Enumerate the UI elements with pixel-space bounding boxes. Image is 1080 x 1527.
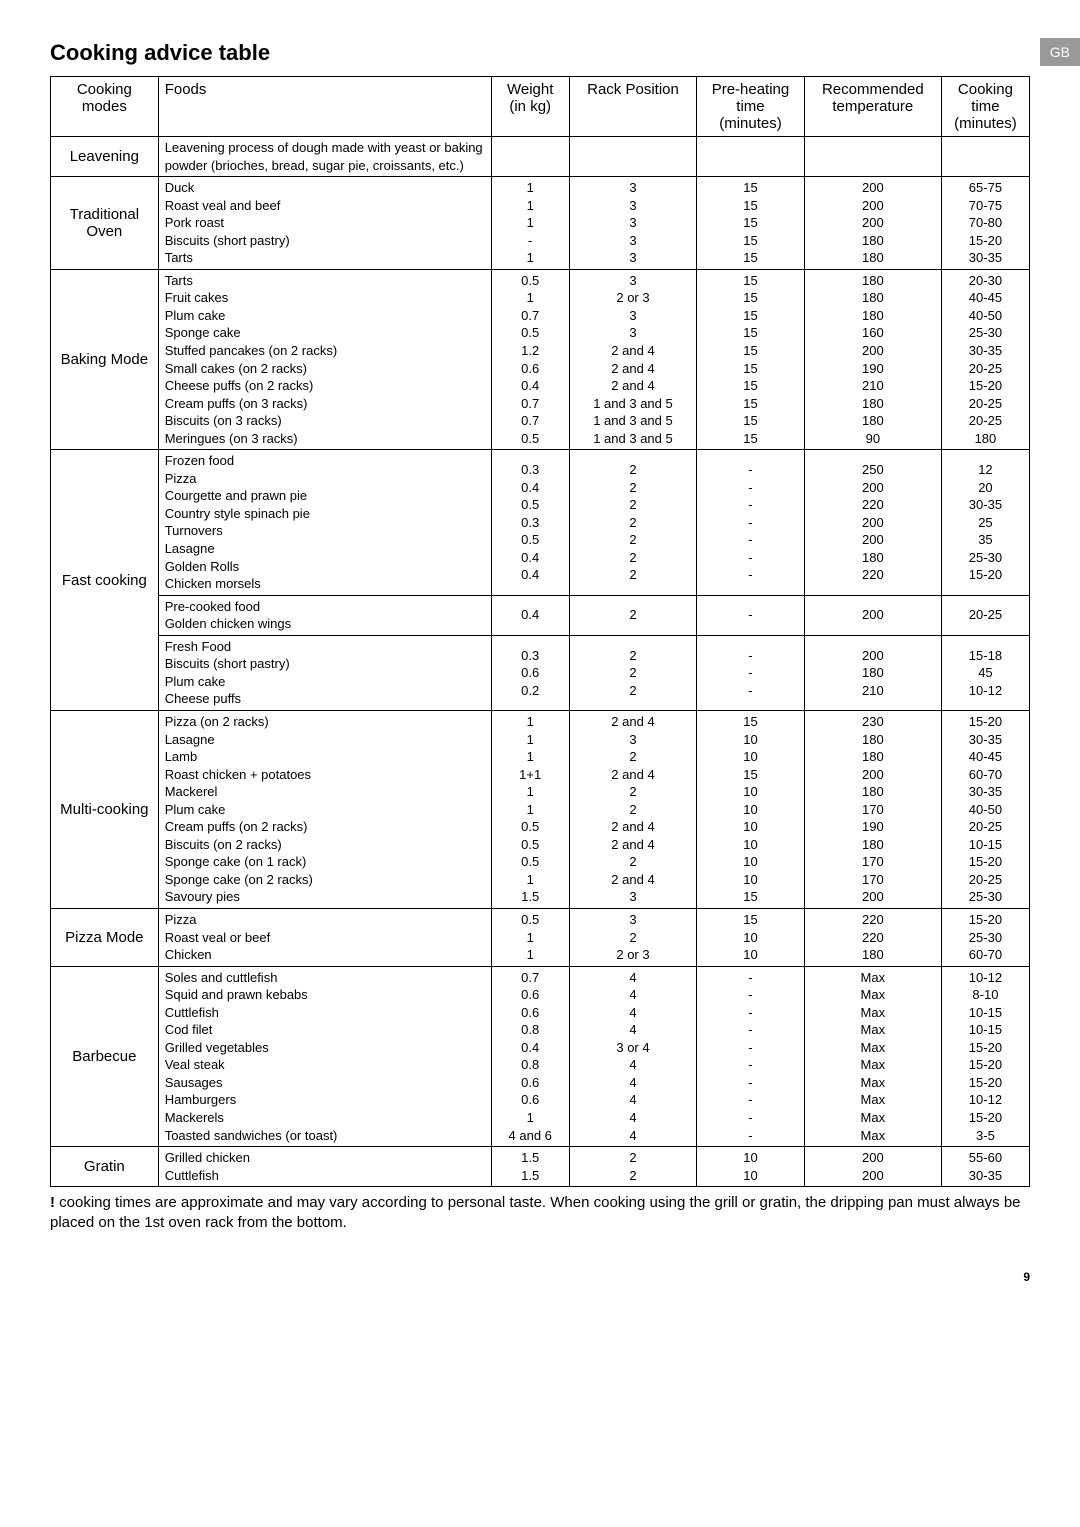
foods-cell: Soles and cuttlefishSquid and prawn keba…	[158, 966, 491, 1146]
weight-cell: 111-1	[491, 177, 569, 270]
preheat-cell: -	[697, 595, 805, 635]
footnote-text: cooking times are approximate and may va…	[50, 1194, 1021, 1231]
temp-cell: 18018018016020019021018018090	[804, 269, 941, 449]
weight-cell: 0.30.40.50.30.50.40.4	[491, 450, 569, 595]
mode-cell: Traditional Oven	[51, 177, 159, 270]
ctime-cell: 122030-35253525-3015-20	[941, 450, 1029, 595]
col-rack: Rack Position	[569, 77, 696, 137]
ctime-cell: 20-25	[941, 595, 1029, 635]
table-row: Fast cookingFrozen foodPizzaCourgette an…	[51, 450, 1030, 595]
table-row: LeaveningLeavening process of dough made…	[51, 137, 1030, 177]
rack-cell: 322 or 3	[569, 908, 696, 966]
table-row: Baking ModeTartsFruit cakesPlum cakeSpon…	[51, 269, 1030, 449]
ctime-cell: 55-6030-35	[941, 1147, 1029, 1187]
temp-cell: 250200220200200180220	[804, 450, 941, 595]
col-mode: Cooking modes	[51, 77, 159, 137]
ctime-cell: 65-7570-7570-8015-2030-35	[941, 177, 1029, 270]
rack-cell: 32 or 3332 and 42 and 42 and 41 and 3 an…	[569, 269, 696, 449]
foods-cell: Fresh FoodBiscuits (short pastry)Plum ca…	[158, 635, 491, 710]
weight-cell	[491, 137, 569, 177]
weight-cell: 1.51.5	[491, 1147, 569, 1187]
foods-cell: TartsFruit cakesPlum cakeSponge cakeStuf…	[158, 269, 491, 449]
rack-cell: 2 and 4322 and 4222 and 42 and 422 and 4…	[569, 710, 696, 908]
col-preheat: Pre-heating time (minutes)	[697, 77, 805, 137]
table-row: Pizza ModePizzaRoast veal or beefChicken…	[51, 908, 1030, 966]
temp-cell	[804, 137, 941, 177]
rack-cell: 222	[569, 635, 696, 710]
mode-cell: Pizza Mode	[51, 908, 159, 966]
mode-cell: Multi-cooking	[51, 710, 159, 908]
table-row: BarbecueSoles and cuttlefishSquid and pr…	[51, 966, 1030, 1146]
weight-cell: 0.4	[491, 595, 569, 635]
ctime-cell: 15-2025-3060-70	[941, 908, 1029, 966]
weight-cell: 0.70.60.60.80.40.80.60.614 and 6	[491, 966, 569, 1146]
page-number: 9	[50, 1270, 1030, 1284]
gb-tab: GB	[1040, 38, 1080, 66]
rack-cell: 33333	[569, 177, 696, 270]
rack-cell	[569, 137, 696, 177]
temp-cell: 200200200180180	[804, 177, 941, 270]
weight-cell: 0.510.70.51.20.60.40.70.70.5	[491, 269, 569, 449]
preheat-cell: ---	[697, 635, 805, 710]
table-row: Traditional OvenDuckRoast veal and beefP…	[51, 177, 1030, 270]
foods-cell: Frozen foodPizzaCourgette and prawn pieC…	[158, 450, 491, 595]
preheat-cell: 15151515151515151515	[697, 269, 805, 449]
col-weight: Weight (in kg)	[491, 77, 569, 137]
ctime-cell: 20-3040-4540-5025-3030-3520-2515-2020-25…	[941, 269, 1029, 449]
foods-cell: Pizza (on 2 racks)LasagneLambRoast chick…	[158, 710, 491, 908]
temp-cell: 220220180	[804, 908, 941, 966]
foods-cell: PizzaRoast veal or beefChicken	[158, 908, 491, 966]
temp-cell: MaxMaxMaxMaxMaxMaxMaxMaxMaxMax	[804, 966, 941, 1146]
table-row: Fresh FoodBiscuits (short pastry)Plum ca…	[51, 635, 1030, 710]
rack-cell: 44443 or 444444	[569, 966, 696, 1146]
rack-cell: 2	[569, 595, 696, 635]
col-temp: Recommended temperature	[804, 77, 941, 137]
foods-cell: Leavening process of dough made with yea…	[158, 137, 491, 177]
weight-cell: 0.30.60.2	[491, 635, 569, 710]
ctime-cell	[941, 137, 1029, 177]
weight-cell: 1111+1110.50.50.511.5	[491, 710, 569, 908]
table-row: GratinGrilled chickenCuttlefish1.51.5221…	[51, 1147, 1030, 1187]
mode-cell: Barbecue	[51, 966, 159, 1146]
preheat-cell	[697, 137, 805, 177]
mode-cell: Fast cooking	[51, 450, 159, 711]
mode-cell: Gratin	[51, 1147, 159, 1187]
temp-cell: 200	[804, 595, 941, 635]
foods-cell: Pre-cooked foodGolden chicken wings	[158, 595, 491, 635]
col-ctime: Cooking time (minutes)	[941, 77, 1029, 137]
preheat-cell: 151010	[697, 908, 805, 966]
cooking-table: Cooking modes Foods Weight (in kg) Rack …	[50, 76, 1030, 1187]
preheat-cell: -------	[697, 450, 805, 595]
table-row: Multi-cookingPizza (on 2 racks)LasagneLa…	[51, 710, 1030, 908]
temp-cell: 230180180200180170190180170170200	[804, 710, 941, 908]
rack-cell: 22	[569, 1147, 696, 1187]
table-header-row: Cooking modes Foods Weight (in kg) Rack …	[51, 77, 1030, 137]
temp-cell: 200180210	[804, 635, 941, 710]
foods-cell: Grilled chickenCuttlefish	[158, 1147, 491, 1187]
ctime-cell: 15-184510-12	[941, 635, 1029, 710]
preheat-cell: ----------	[697, 966, 805, 1146]
weight-cell: 0.511	[491, 908, 569, 966]
mode-cell: Baking Mode	[51, 269, 159, 449]
ctime-cell: 10-128-1010-1510-1515-2015-2015-2010-121…	[941, 966, 1029, 1146]
rack-cell: 2222222	[569, 450, 696, 595]
preheat-cell: 1515151515	[697, 177, 805, 270]
mode-cell: Leavening	[51, 137, 159, 177]
preheat-cell: 1510101510101010101015	[697, 710, 805, 908]
footnote: ! cooking times are approximate and may …	[50, 1193, 1030, 1234]
foods-cell: DuckRoast veal and beefPork roastBiscuit…	[158, 177, 491, 270]
table-row: Pre-cooked foodGolden chicken wings0.42-…	[51, 595, 1030, 635]
ctime-cell: 15-2030-3540-4560-7030-3540-5020-2510-15…	[941, 710, 1029, 908]
page-title: Cooking advice table	[50, 40, 1030, 66]
temp-cell: 200200	[804, 1147, 941, 1187]
col-foods: Foods	[158, 77, 491, 137]
preheat-cell: 1010	[697, 1147, 805, 1187]
